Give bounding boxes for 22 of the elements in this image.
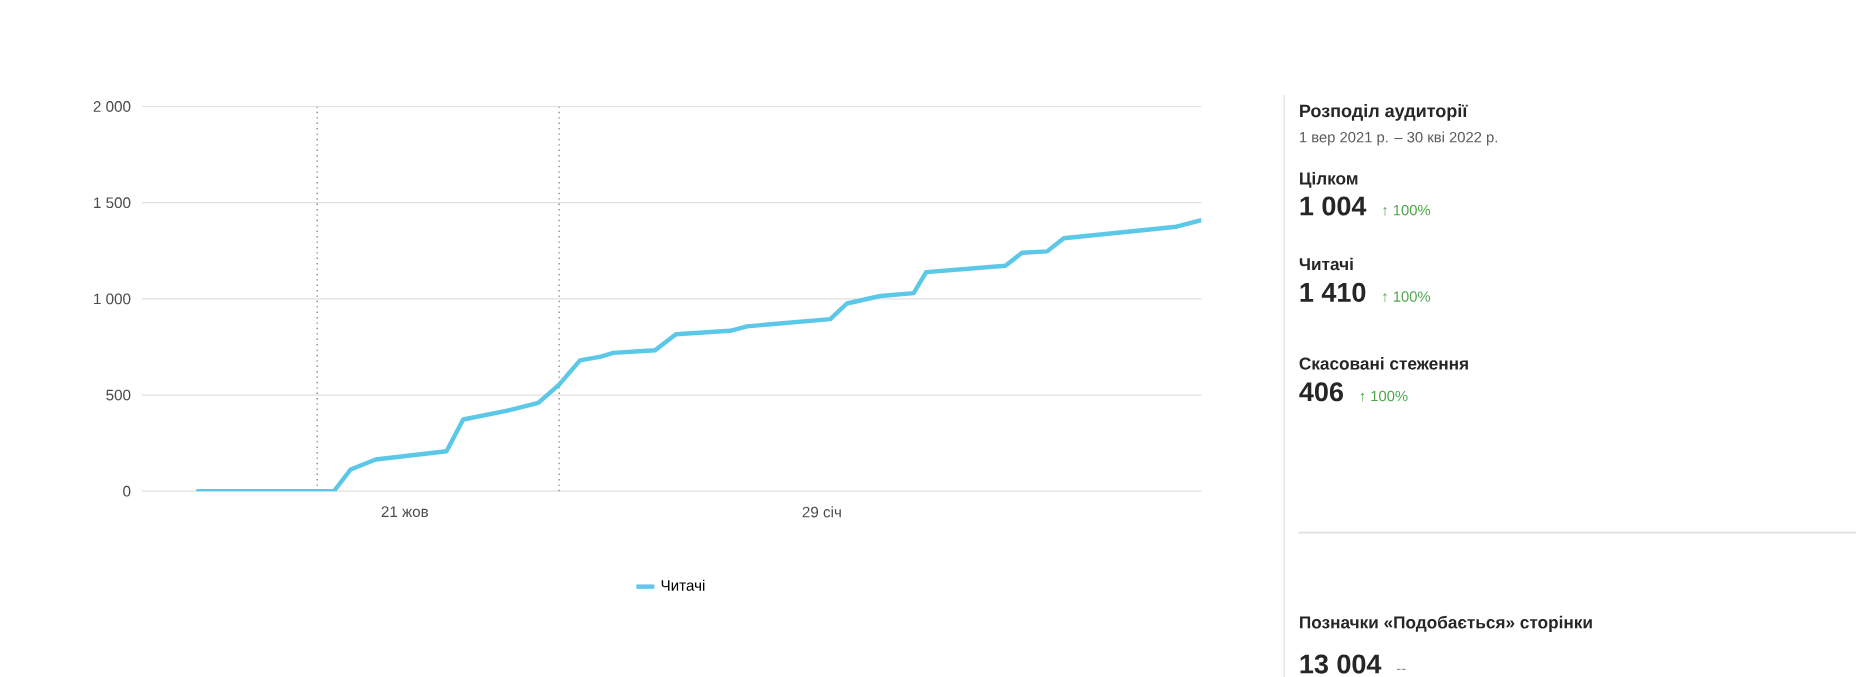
text: 1 004: [1300, 196, 1367, 216]
y-tick-label: 2 000: [93, 101, 131, 112]
x-tick-label: 29 січ: [802, 506, 841, 518]
x-tick-label: 21 жов: [381, 506, 429, 518]
text: Цілком: [1300, 171, 1358, 188]
text: Розподіл аудиторії: [1300, 104, 1468, 121]
text: ↑ 100%: [1383, 291, 1431, 303]
text: 406: [1299, 382, 1343, 402]
text: --: [1396, 668, 1406, 670]
text: ↑ 100%: [1383, 204, 1431, 216]
text: Скасовані стеження: [1299, 357, 1468, 370]
text: Позначки «Подобається» сторінки: [1300, 615, 1592, 632]
y-tick-label: 0: [123, 485, 131, 497]
y-tick-label: 1 500: [94, 197, 131, 209]
text: 13 004: [1300, 654, 1382, 674]
text: Читачі: [1299, 257, 1353, 271]
y-tick-label: 1 000: [94, 293, 131, 305]
text: 1 вер 2021 р. – 30 кві 2022 р.: [1300, 131, 1498, 146]
text: ↑ 100%: [1360, 390, 1408, 402]
legend-label: Читачі: [661, 579, 705, 591]
y-tick-label: 500: [106, 389, 131, 401]
text: 1 410: [1300, 282, 1366, 302]
